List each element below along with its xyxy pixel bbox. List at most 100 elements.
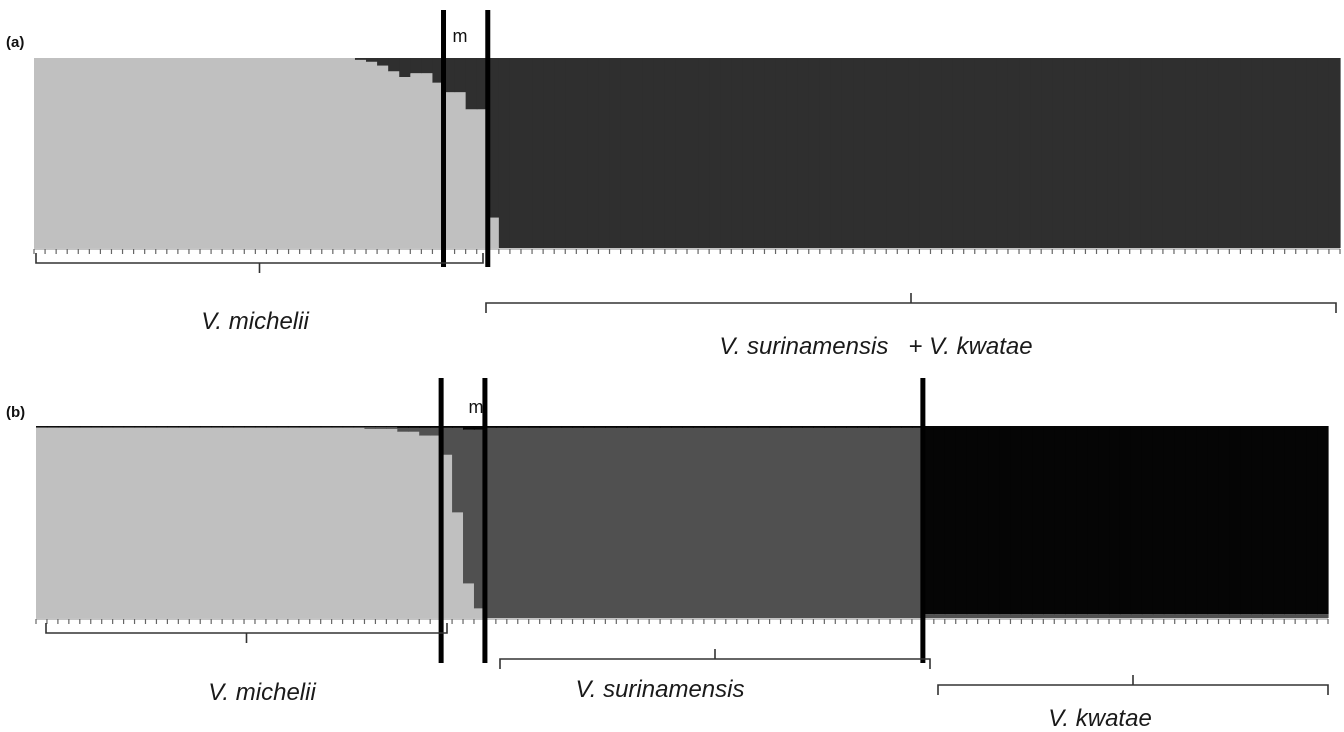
bar-segment [353,427,366,618]
bar-segment [288,58,301,248]
bar-segment [156,426,168,427]
bar-segment [200,426,212,427]
bar-segment [320,426,333,428]
bar-segment [430,435,442,618]
bar-segment [1273,614,1285,618]
bar-segment [309,426,322,428]
bar-segment [266,58,279,248]
bar-segment [819,58,832,248]
bar-segment [1063,58,1075,248]
bar-segment [397,431,409,618]
bar-segment [463,426,475,430]
bar-segment [342,426,355,427]
bar-segment [111,58,124,248]
bar-segment [200,426,212,428]
bar-segment [791,427,804,618]
bar-segment [276,426,289,427]
bar-segment [1207,426,1220,615]
bar-segment [977,614,990,618]
bar-segment [736,426,749,428]
bar-segment [999,614,1012,618]
bar-segment [166,58,179,248]
bar-segment [824,426,836,428]
group-bracket [485,293,1337,313]
bar-segment [933,614,946,618]
bar-segment [408,427,420,432]
bar-segment [1041,58,1053,248]
bar-segment [736,427,749,618]
bar-segment [627,426,639,428]
bar-segment [364,426,377,427]
bar-segment [265,426,278,428]
bar-segment [1141,426,1154,615]
bar-segment [1032,426,1044,615]
bar-segment [1207,58,1219,248]
panel-a-dividers [441,10,491,267]
bar-segment [919,58,932,248]
bar-segment [1129,58,1142,248]
bar-segment [1109,426,1121,615]
bar-segment [1185,426,1198,615]
bar-segment [1196,614,1209,618]
bar-segment [868,426,880,428]
bar-segment [463,429,475,584]
bar-segment [944,614,957,618]
bar-segment [1087,426,1099,615]
bar-segment [277,58,290,248]
bar-segment [594,426,606,428]
panel-label-a: (a) [6,34,24,51]
bar-segment [841,58,854,248]
bar-segment [642,58,655,248]
bar-segment [1218,58,1230,248]
bar-segment [123,426,136,428]
bar-segment [791,426,804,428]
bar-segment [189,427,201,618]
bar-segment [377,58,389,66]
bar-segment [1152,426,1165,615]
bar-segment [1295,614,1307,618]
bar-segment [222,58,234,248]
group-label-a-michelii: V. michelii [201,308,309,335]
bar-segment [1054,614,1066,618]
bar-segment [254,426,267,428]
bar-segment [922,426,935,615]
bar-segment [1207,614,1220,618]
bar-segment [572,427,585,618]
bar-segment [944,426,957,615]
bar-segment [1098,426,1110,615]
bar-segment [638,427,650,618]
bar-segment [714,427,727,618]
bar-segment [222,427,234,618]
bar-segment [539,426,552,428]
bar-segment [57,427,70,618]
bar-segment [331,427,344,618]
bar-segment [506,427,519,618]
bar-segment [941,58,954,248]
bar-segment [797,58,810,248]
bar-segment [583,427,596,618]
bar-segment [1162,58,1175,248]
bar-segment [419,427,431,436]
bar-segment [244,426,256,427]
bar-segment [835,427,847,618]
bar-segment [167,426,179,428]
bar-segment [432,82,445,248]
bar-segment [687,58,699,248]
group-bracket [499,649,931,669]
bar-segment [57,426,70,428]
bar-segment [985,58,998,248]
bar-segment [627,427,639,618]
bar-segment [846,427,858,618]
bar-segment [1019,58,1031,248]
bar-segment [1306,426,1318,615]
bar-segment [908,58,921,248]
bar-segment [473,608,486,618]
bar-segment [484,426,497,428]
bar-segment [664,58,677,248]
bar-segment [1317,58,1330,248]
bar-segment [276,427,289,618]
bar-segment [1306,58,1319,248]
bar-segment [476,109,489,248]
bar-segment [222,426,234,428]
bar-segment [1273,58,1286,248]
